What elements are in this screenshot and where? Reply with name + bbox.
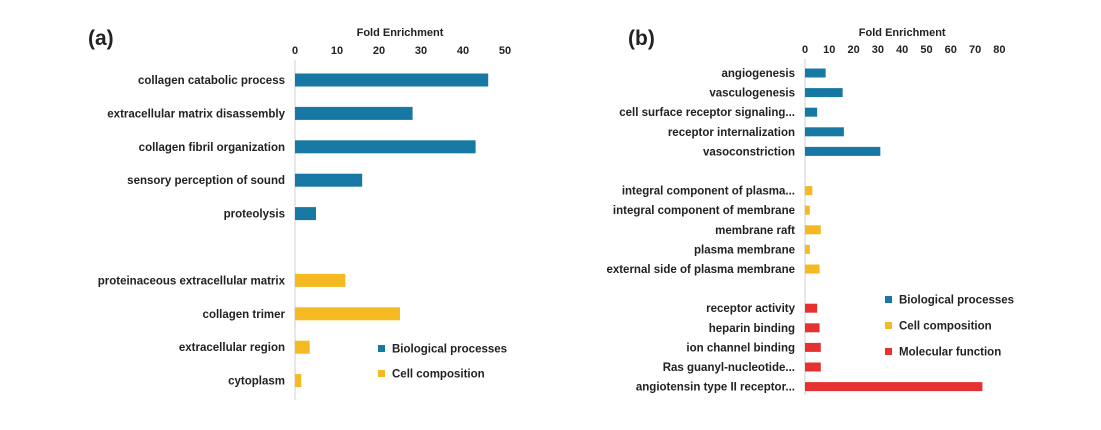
chart-2-legend-label-1: Biological processes (899, 295, 1014, 307)
chart-1-bar-s1-4 (295, 173, 363, 187)
chart-2-category-label-s3-4: Ras guanyl-nucleotide... (663, 362, 795, 374)
chart-2-x-tick-label-1: 10 (823, 44, 835, 56)
chart-2-category-label-s2-1: integral component of plasma... (622, 186, 795, 198)
chart-2-category-label-s1-1: angiogenesis (722, 68, 796, 80)
chart-2-bar-s2-1 (805, 186, 813, 196)
chart-2-category-label-s3-5: angiotensin type II receptor... (636, 382, 795, 394)
chart-1-x-tick-label-3: 30 (415, 45, 427, 57)
chart-2-legend-swatch-2 (885, 322, 892, 329)
chart-2-legend-swatch-3 (885, 348, 892, 355)
chart-2-legend-label-3: Molecular function (899, 347, 1001, 359)
chart-2-x-tick-label-8: 80 (993, 44, 1005, 56)
chart-1-bar-s1-1 (295, 73, 489, 87)
chart-1-x-tick-label-1: 10 (331, 45, 343, 57)
chart-2-bar-s3-1 (805, 303, 818, 313)
chart-2-category-label-s1-4: receptor internalization (668, 127, 795, 139)
chart-1-bar-s1-2 (295, 106, 413, 120)
chart-2-legend-label-2: Cell composition (899, 321, 992, 333)
chart-1-category-label-s2-3: extracellular region (179, 342, 285, 354)
chart-2-x-tick-label-4: 40 (896, 44, 908, 56)
chart-1-x-tick-label-5: 50 (499, 45, 511, 57)
chart-2-bar-s1-5 (805, 146, 881, 156)
chart-2-x-tick-label-7: 70 (969, 44, 981, 56)
chart-2-bar-s1-4 (805, 127, 844, 137)
chart-2-category-label-s2-3: membrane raft (715, 225, 795, 237)
chart-2-x-tick-label-2: 20 (847, 44, 859, 56)
chart-1-category-label-s2-4: cytoplasm (228, 376, 285, 388)
chart-1-category-label-s1-4: sensory perception of sound (127, 175, 285, 187)
chart-2-x-tick-label-6: 60 (945, 44, 957, 56)
chart-1-bar-s1-3 (295, 140, 476, 154)
chart-2-bar-s1-1 (805, 68, 826, 78)
chart-2-category-label-s1-3: cell surface receptor signaling... (619, 107, 795, 119)
chart-2-bar-s3-3 (805, 342, 821, 352)
chart-1-bar-s2-1 (295, 273, 346, 287)
chart-2-category-label-s2-5: external side of plasma membrane (606, 264, 795, 276)
chart-1-category-label-s1-5: proteolysis (224, 209, 285, 221)
chart-2-x-axis-title: Fold Enrichment (859, 27, 946, 39)
chart-2-bar-s3-4 (805, 362, 821, 372)
chart-2-bar-s2-3 (805, 225, 821, 235)
chart-2-bar-s2-2 (805, 205, 810, 215)
chart-1-category-label-s2-1: proteinaceous extracellular matrix (98, 275, 286, 287)
chart-2-category-label-s1-5: vasoconstriction (703, 146, 795, 158)
chart-2-category-label-s2-2: integral component of membrane (613, 205, 795, 217)
chart-1-category-label-s1-1: collagen catabolic process (138, 75, 285, 87)
chart-1-category-label-s1-3: collagen fibril organization (139, 142, 285, 154)
chart-1-legend-label-1: Biological processes (392, 344, 507, 356)
chart-2-x-tick-label-0: 0 (802, 44, 808, 56)
chart-1-legend-swatch-1 (378, 345, 385, 352)
chart-1-bar-s2-3 (295, 340, 310, 354)
chart-1-legend-swatch-2 (378, 370, 385, 377)
chart-1-category-label-s2-2: collagen trimer (203, 309, 286, 321)
chart-2-legend-swatch-1 (885, 296, 892, 303)
chart-2-category-label-s1-2: vasculogenesis (709, 88, 795, 100)
chart-1-panel-label: (a) (88, 27, 114, 50)
chart-1-category-label-s1-2: extracellular matrix disassembly (107, 108, 285, 120)
chart-2-bar-s1-3 (805, 107, 818, 117)
chart-1-bar-s2-2 (295, 307, 400, 321)
chart-1-x-tick-label-2: 20 (373, 45, 385, 57)
chart-1-x-axis-title: Fold Enrichment (357, 27, 444, 39)
chart-2-bar-s2-5 (805, 264, 820, 274)
chart-2-bar-s3-5 (805, 382, 983, 392)
chart-2-category-label-s2-4: plasma membrane (694, 244, 795, 256)
chart-1-bar-s1-5 (295, 207, 316, 221)
chart-1-legend-label-2: Cell composition (392, 369, 485, 381)
chart-2-category-label-s3-3: ion channel binding (686, 342, 795, 354)
chart-2-bar-s3-2 (805, 323, 820, 333)
chart-2-category-label-s3-2: heparin binding (709, 323, 795, 335)
chart-2-bar-s1-2 (805, 88, 843, 98)
chart-2-panel-label: (b) (628, 27, 655, 50)
chart-2-bar-s2-4 (805, 244, 810, 254)
chart-2-x-tick-label-5: 50 (920, 44, 932, 56)
chart-1-x-tick-label-4: 40 (457, 45, 469, 57)
chart-2-x-tick-label-3: 30 (872, 44, 884, 56)
chart-1-bar-s2-4 (295, 374, 302, 388)
chart-1-x-tick-label-0: 0 (292, 45, 298, 57)
chart-2-category-label-s3-1: receptor activity (706, 303, 795, 315)
